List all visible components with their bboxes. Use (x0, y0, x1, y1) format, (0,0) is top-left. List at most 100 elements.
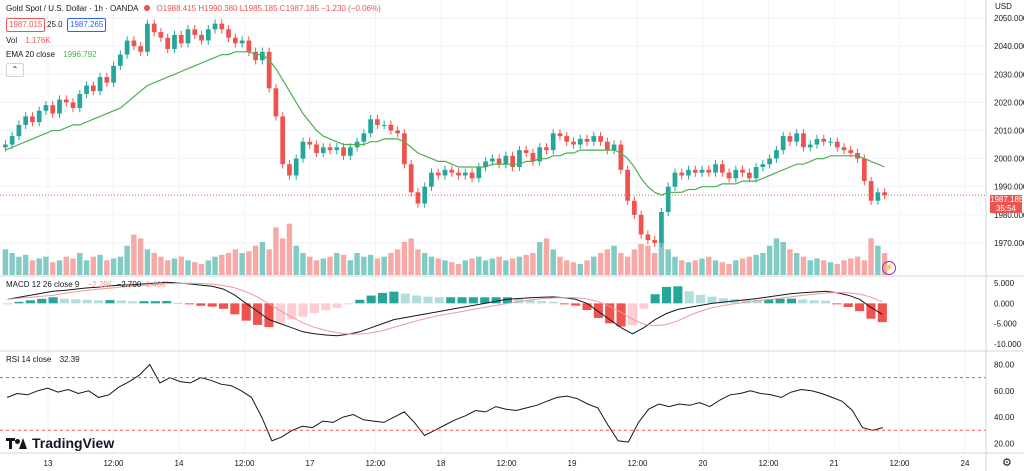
volume-bar (334, 253, 340, 275)
candle-body (327, 147, 333, 151)
macd-hist-bar (3, 303, 13, 305)
macd-hist-bar (71, 299, 81, 304)
volume-bar (381, 256, 387, 275)
candle-body (659, 211, 664, 243)
candle-body (517, 150, 522, 168)
volume-legend[interactable]: Vol 1.176K (6, 36, 51, 46)
macd-hist-bar (37, 298, 47, 304)
macd-hist-bar (502, 297, 513, 304)
candle-body (341, 147, 346, 156)
ema-legend[interactable]: EMA 20 close 1996.792 (6, 50, 97, 60)
candle-body (875, 192, 881, 201)
candle-body (158, 32, 164, 38)
candle-body (483, 161, 488, 168)
candle-body (537, 147, 543, 162)
symbol-title[interactable]: Gold Spot / U.S. Dollar · 1h · OANDA O19… (6, 4, 381, 14)
bid-button[interactable]: 1987.015 (6, 18, 46, 32)
volume-bar (90, 256, 97, 275)
macd-hist-bar (650, 294, 660, 304)
volume-legend-label: Vol (6, 36, 18, 45)
candle-body (219, 23, 225, 30)
candle-body (794, 133, 800, 142)
ohlc-open: O1988.415 (156, 4, 197, 13)
macd-hist-bar (116, 300, 126, 304)
time-tick-label: 14 (175, 459, 184, 468)
macd-hist-bar (491, 297, 501, 304)
volume-bar (442, 260, 448, 275)
macd-hist-bar (764, 299, 774, 304)
volume-bar (50, 262, 56, 275)
volume-bar (354, 253, 360, 275)
candle-body (665, 186, 671, 212)
macd-hist-bar (582, 303, 592, 311)
volume-bar (564, 260, 570, 275)
volume-bar (198, 264, 205, 275)
price-tick-label: 1990.000 (994, 183, 1024, 192)
volume-bar (854, 256, 861, 275)
price-axis: 1970.000 1980.000 1990.000 2000.000 2010.000… (994, 14, 1024, 448)
tradingview-logo[interactable]: TradingView (6, 435, 114, 451)
macd-tick-label: -5.000 (994, 320, 1017, 329)
ohlc-low: L1985.185 (239, 4, 278, 13)
volume-bar (651, 253, 658, 275)
macd-value-line: −2.700 (116, 280, 142, 289)
volume-bar (516, 256, 523, 275)
macd-hist-bar (480, 297, 490, 304)
ask-button[interactable]: 1987.265 (67, 18, 107, 32)
volume-bar (868, 238, 874, 275)
volume-bar (469, 258, 475, 275)
macd-hist-bar (786, 298, 796, 304)
candle-body (611, 144, 617, 151)
currency-label[interactable]: USD (995, 2, 1012, 11)
rsi-legend-value: 32.39 (59, 355, 80, 364)
candle-body (117, 54, 123, 66)
time-tick-label: 12:00 (496, 459, 517, 468)
volume-bar (16, 256, 22, 275)
ohlc-high: H1990.380 (198, 4, 238, 13)
candle-body (713, 164, 718, 173)
gear-icon[interactable]: ⚙ (1002, 457, 1012, 469)
candle-body (226, 29, 231, 38)
macd-hist-bar (14, 301, 24, 304)
candle-body (293, 158, 299, 176)
volume-bar (374, 258, 381, 275)
tradingview-logo-text: TradingView (32, 435, 115, 451)
macd-legend[interactable]: MACD 12 26 close 9 −2.295 −2.700 0.406 (6, 280, 166, 290)
candle-body (530, 152, 536, 162)
volume-bar (685, 262, 692, 275)
candle-body (733, 169, 739, 179)
volume-bar (536, 242, 543, 275)
macd-hist-bar (355, 299, 365, 304)
volume-bar (706, 256, 712, 275)
candle-body (625, 169, 630, 201)
volume-bar (624, 256, 631, 275)
candle-body (104, 77, 110, 83)
macd-hist-bar (616, 303, 626, 327)
collapse-legend-button[interactable]: ⌃ (6, 63, 24, 77)
candle-body (672, 172, 678, 187)
rsi-legend[interactable]: RSI 14 close 32.39 (6, 355, 80, 365)
candle-body (84, 85, 89, 94)
candle-body (185, 29, 191, 44)
volume-bar (557, 256, 563, 275)
volume-bar (591, 256, 597, 275)
bar-countdown: 35:54 (995, 204, 1017, 213)
candle-body (178, 34, 184, 44)
lightning-icon[interactable]: ⚡ (882, 261, 896, 275)
macd-hist-bar (423, 296, 433, 304)
volume-bar (259, 242, 266, 275)
volume-bar (266, 249, 272, 275)
macd-hist-bar (684, 291, 694, 304)
volume-bar (807, 260, 813, 275)
price-tick-label: 2000.000 (994, 155, 1024, 164)
volume-bar (144, 249, 151, 275)
macd-hist-bar (59, 298, 70, 304)
candle-body (638, 214, 644, 235)
volume-bar (618, 253, 624, 275)
volume-bar (77, 253, 83, 275)
macd-hist-bar (707, 296, 717, 304)
macd-tick-label: 5.000 (994, 279, 1015, 288)
candle-body (30, 116, 35, 123)
volume-bar (124, 245, 130, 275)
